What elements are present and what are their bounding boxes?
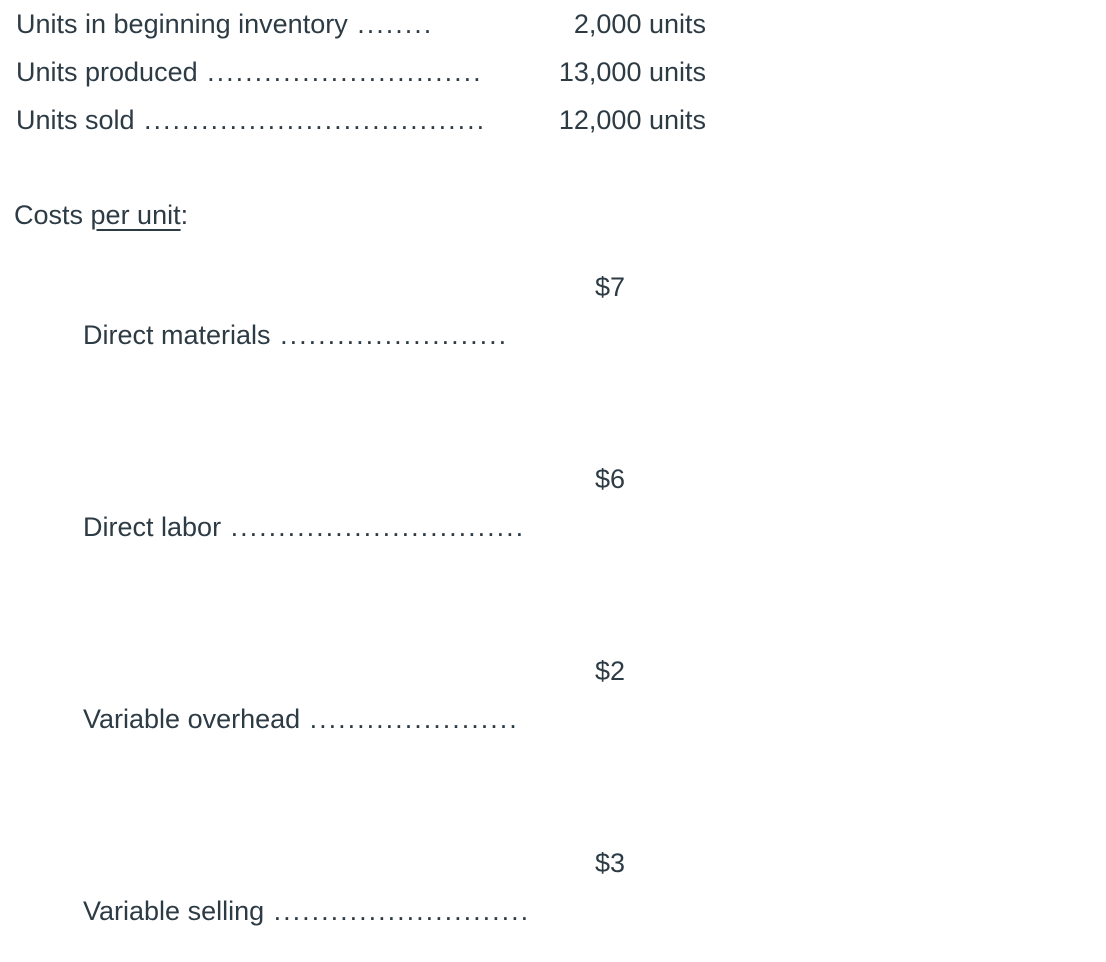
costs-heading-tail: : — [180, 200, 189, 230]
units-row-value: 2,000 units — [573, 9, 706, 39]
cost-row-value: $7 — [595, 272, 626, 302]
costs-heading-lead: Costs — [14, 200, 91, 230]
units-row-value: 12,000 units — [558, 105, 706, 135]
dot-leader: ...................... — [300, 704, 519, 734]
costs-per-unit-heading: Costs per unit: — [0, 191, 1106, 239]
units-row-produced: Units produced .........................… — [16, 48, 706, 96]
units-row-value: 13,000 units — [558, 57, 706, 87]
dot-leader: .................................... — [134, 105, 487, 135]
cost-row-value: $6 — [595, 464, 626, 494]
units-row-label: Units in beginning inventory — [16, 9, 348, 39]
dot-leader: ........................... — [264, 896, 531, 926]
costs-table: Direct materials .......................… — [0, 263, 1106, 962]
cost-row-label: Direct labor — [83, 512, 222, 542]
dot-leader: ........................ — [270, 320, 509, 350]
cost-row-direct-materials: Direct materials .......................… — [0, 263, 1106, 455]
units-row-sold: Units sold .............................… — [16, 96, 706, 144]
units-row-label: Units produced — [16, 57, 198, 87]
cost-row-label: Direct materials — [83, 320, 271, 350]
units-row-label: Units sold — [16, 105, 135, 135]
cost-row-label: Variable selling — [83, 896, 265, 926]
costs-heading-underlined: per unit — [90, 200, 181, 230]
cost-row-label: Variable overhead — [83, 704, 301, 734]
cost-row-direct-labor: Direct labor ...........................… — [0, 455, 1106, 647]
cost-row-value: $3 — [595, 848, 626, 878]
dot-leader: ............................. — [197, 57, 483, 87]
units-row-beginning-inventory: Units in beginning inventory ........ 2,… — [16, 0, 706, 48]
units-table: Units in beginning inventory ........ 2,… — [0, 0, 706, 144]
dot-leader: ............................... — [221, 512, 526, 542]
cost-row-variable-selling: Variable selling .......................… — [0, 839, 1106, 962]
cost-row-value: $2 — [595, 656, 626, 686]
cost-row-variable-overhead: Variable overhead ......................… — [0, 647, 1106, 839]
dot-leader: ........ — [347, 9, 434, 39]
